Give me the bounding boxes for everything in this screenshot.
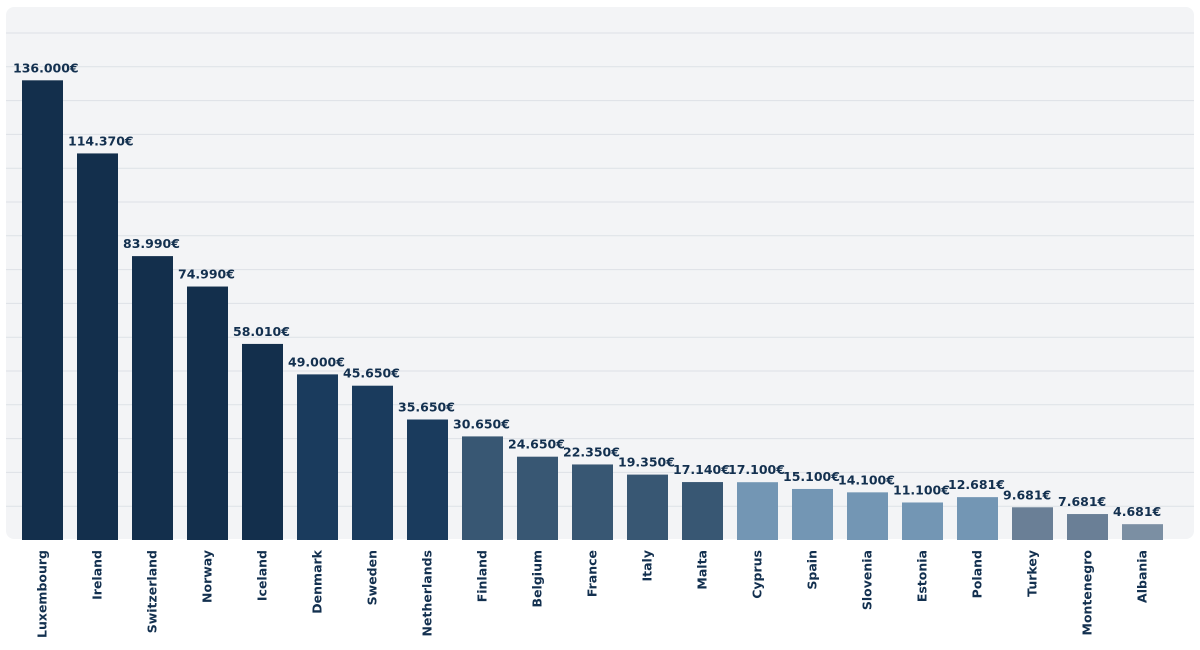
category-label: Luxembourg <box>35 550 50 638</box>
category-label: Norway <box>200 550 215 603</box>
value-label: 4.681€ <box>1113 504 1161 519</box>
value-label: 17.100€ <box>728 462 785 477</box>
value-label: 11.100€ <box>893 482 950 497</box>
value-label: 136.000€ <box>13 60 79 75</box>
category-label: Poland <box>970 550 985 598</box>
bar-cyprus <box>737 482 778 540</box>
value-label: 45.650€ <box>343 366 400 381</box>
bar-spain <box>792 488 833 540</box>
value-label: 15.100€ <box>783 469 840 484</box>
value-label: 114.370€ <box>68 133 134 148</box>
category-label: Belgium <box>530 550 545 607</box>
bar-luxembourg <box>22 80 63 540</box>
category-label: Montenegro <box>1080 550 1095 636</box>
value-label: 58.010€ <box>233 324 290 339</box>
bar-poland <box>957 497 998 540</box>
value-label: 12.681€ <box>948 477 1005 492</box>
value-label: 14.100€ <box>838 472 895 487</box>
bar-montenegro <box>1067 514 1108 540</box>
category-label: France <box>585 550 600 597</box>
category-label: Sweden <box>365 550 380 605</box>
bar-sweden <box>352 385 393 540</box>
value-label: 83.990€ <box>123 236 180 251</box>
value-label: 30.650€ <box>453 416 510 431</box>
bars-group <box>22 80 1163 541</box>
value-label: 24.650€ <box>508 437 565 452</box>
value-labels-group: 136.000€ 114.370€ 83.990€ 74.990€ 58.010€ 49.… <box>13 60 1161 519</box>
value-label: 49.000€ <box>288 354 345 369</box>
category-label: Spain <box>805 550 820 590</box>
bar-netherlands <box>407 419 448 540</box>
value-label: 7.681€ <box>1058 494 1106 509</box>
category-label: Estonia <box>915 550 930 602</box>
bar-switzerland <box>132 256 173 540</box>
bar-italy <box>627 474 668 540</box>
category-label: Netherlands <box>420 550 435 636</box>
category-label: Albania <box>1135 550 1150 603</box>
bar-belgium <box>517 456 558 540</box>
gridlines <box>6 32 1194 507</box>
bar-norway <box>187 286 228 540</box>
bar-finland <box>462 436 503 540</box>
value-label: 35.650€ <box>398 400 455 415</box>
category-label: Iceland <box>255 550 270 601</box>
category-label: Malta <box>695 550 710 590</box>
category-label: Ireland <box>90 550 105 600</box>
category-label: Denmark <box>310 549 325 613</box>
value-label: 22.350€ <box>563 444 620 459</box>
category-label: Cyprus <box>750 550 765 599</box>
value-label: 17.140€ <box>673 462 730 477</box>
category-label: Italy <box>640 550 655 582</box>
bar-estonia <box>902 502 943 540</box>
value-label: 9.681€ <box>1003 487 1051 502</box>
value-label: 74.990€ <box>178 267 235 282</box>
bar-ireland <box>77 153 118 541</box>
bar-denmark <box>297 374 338 540</box>
bar-iceland <box>242 343 283 540</box>
value-label: 19.350€ <box>618 455 675 470</box>
bar-turkey <box>1012 507 1053 540</box>
bar-slovenia <box>847 492 888 540</box>
category-label: Slovenia <box>860 550 875 610</box>
category-label: Turkey <box>1025 550 1040 597</box>
category-label: Finland <box>475 550 490 602</box>
bar-albania <box>1122 524 1163 540</box>
category-labels-group: Luxembourg Ireland Switzerland Norway Icelan… <box>35 549 1150 638</box>
bar-france <box>572 464 613 540</box>
category-label: Switzerland <box>145 550 160 633</box>
bar-malta <box>682 482 723 540</box>
